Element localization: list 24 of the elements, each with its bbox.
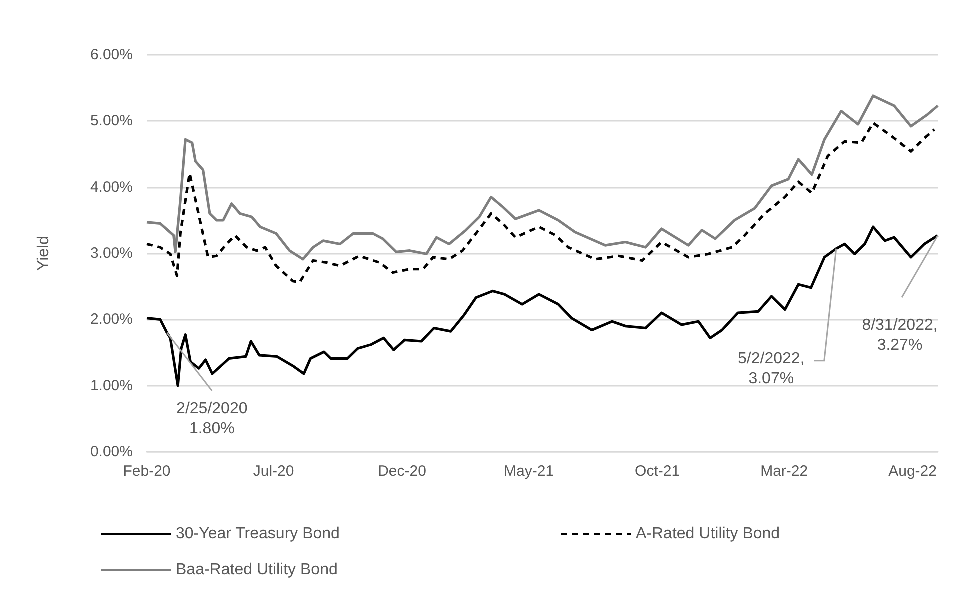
x-tick-label: Dec-20	[378, 463, 426, 480]
annotation: 8/31/2022, 3.27%	[862, 317, 938, 354]
x-tick-label: Feb-20	[123, 463, 171, 480]
x-tick-label: Mar-22	[760, 463, 808, 480]
y-axis-title: Yield	[36, 236, 52, 271]
line-series	[146, 226, 940, 388]
legend-label: Baa-Rated Utility Bond	[176, 562, 338, 578]
x-tick-label: Oct-21	[635, 463, 680, 480]
y-tick-label: 1.00%	[90, 377, 133, 394]
legend-label: 30-Year Treasury Bond	[176, 526, 340, 542]
line-series	[146, 122, 936, 284]
annotation: 5/2/2022, 3.07%	[738, 350, 805, 388]
y-tick-label: 5.00%	[90, 112, 133, 130]
x-tick-label: May-21	[504, 463, 554, 480]
annotation: 2/25/2020 1.80%	[176, 400, 248, 438]
y-tick-label: 3.00%	[90, 245, 133, 262]
line-series	[146, 94, 940, 261]
legend-label: A-Rated Utility Bond	[636, 526, 780, 542]
x-tick-label: Jul-20	[253, 463, 294, 480]
y-tick-label: 4.00%	[90, 178, 133, 196]
y-tick-label: 6.00%	[90, 46, 133, 64]
y-tick-label: 2.00%	[90, 311, 133, 328]
x-tick-label: Aug-22	[888, 463, 937, 480]
y-tick-label: 0.00%	[90, 444, 133, 460]
